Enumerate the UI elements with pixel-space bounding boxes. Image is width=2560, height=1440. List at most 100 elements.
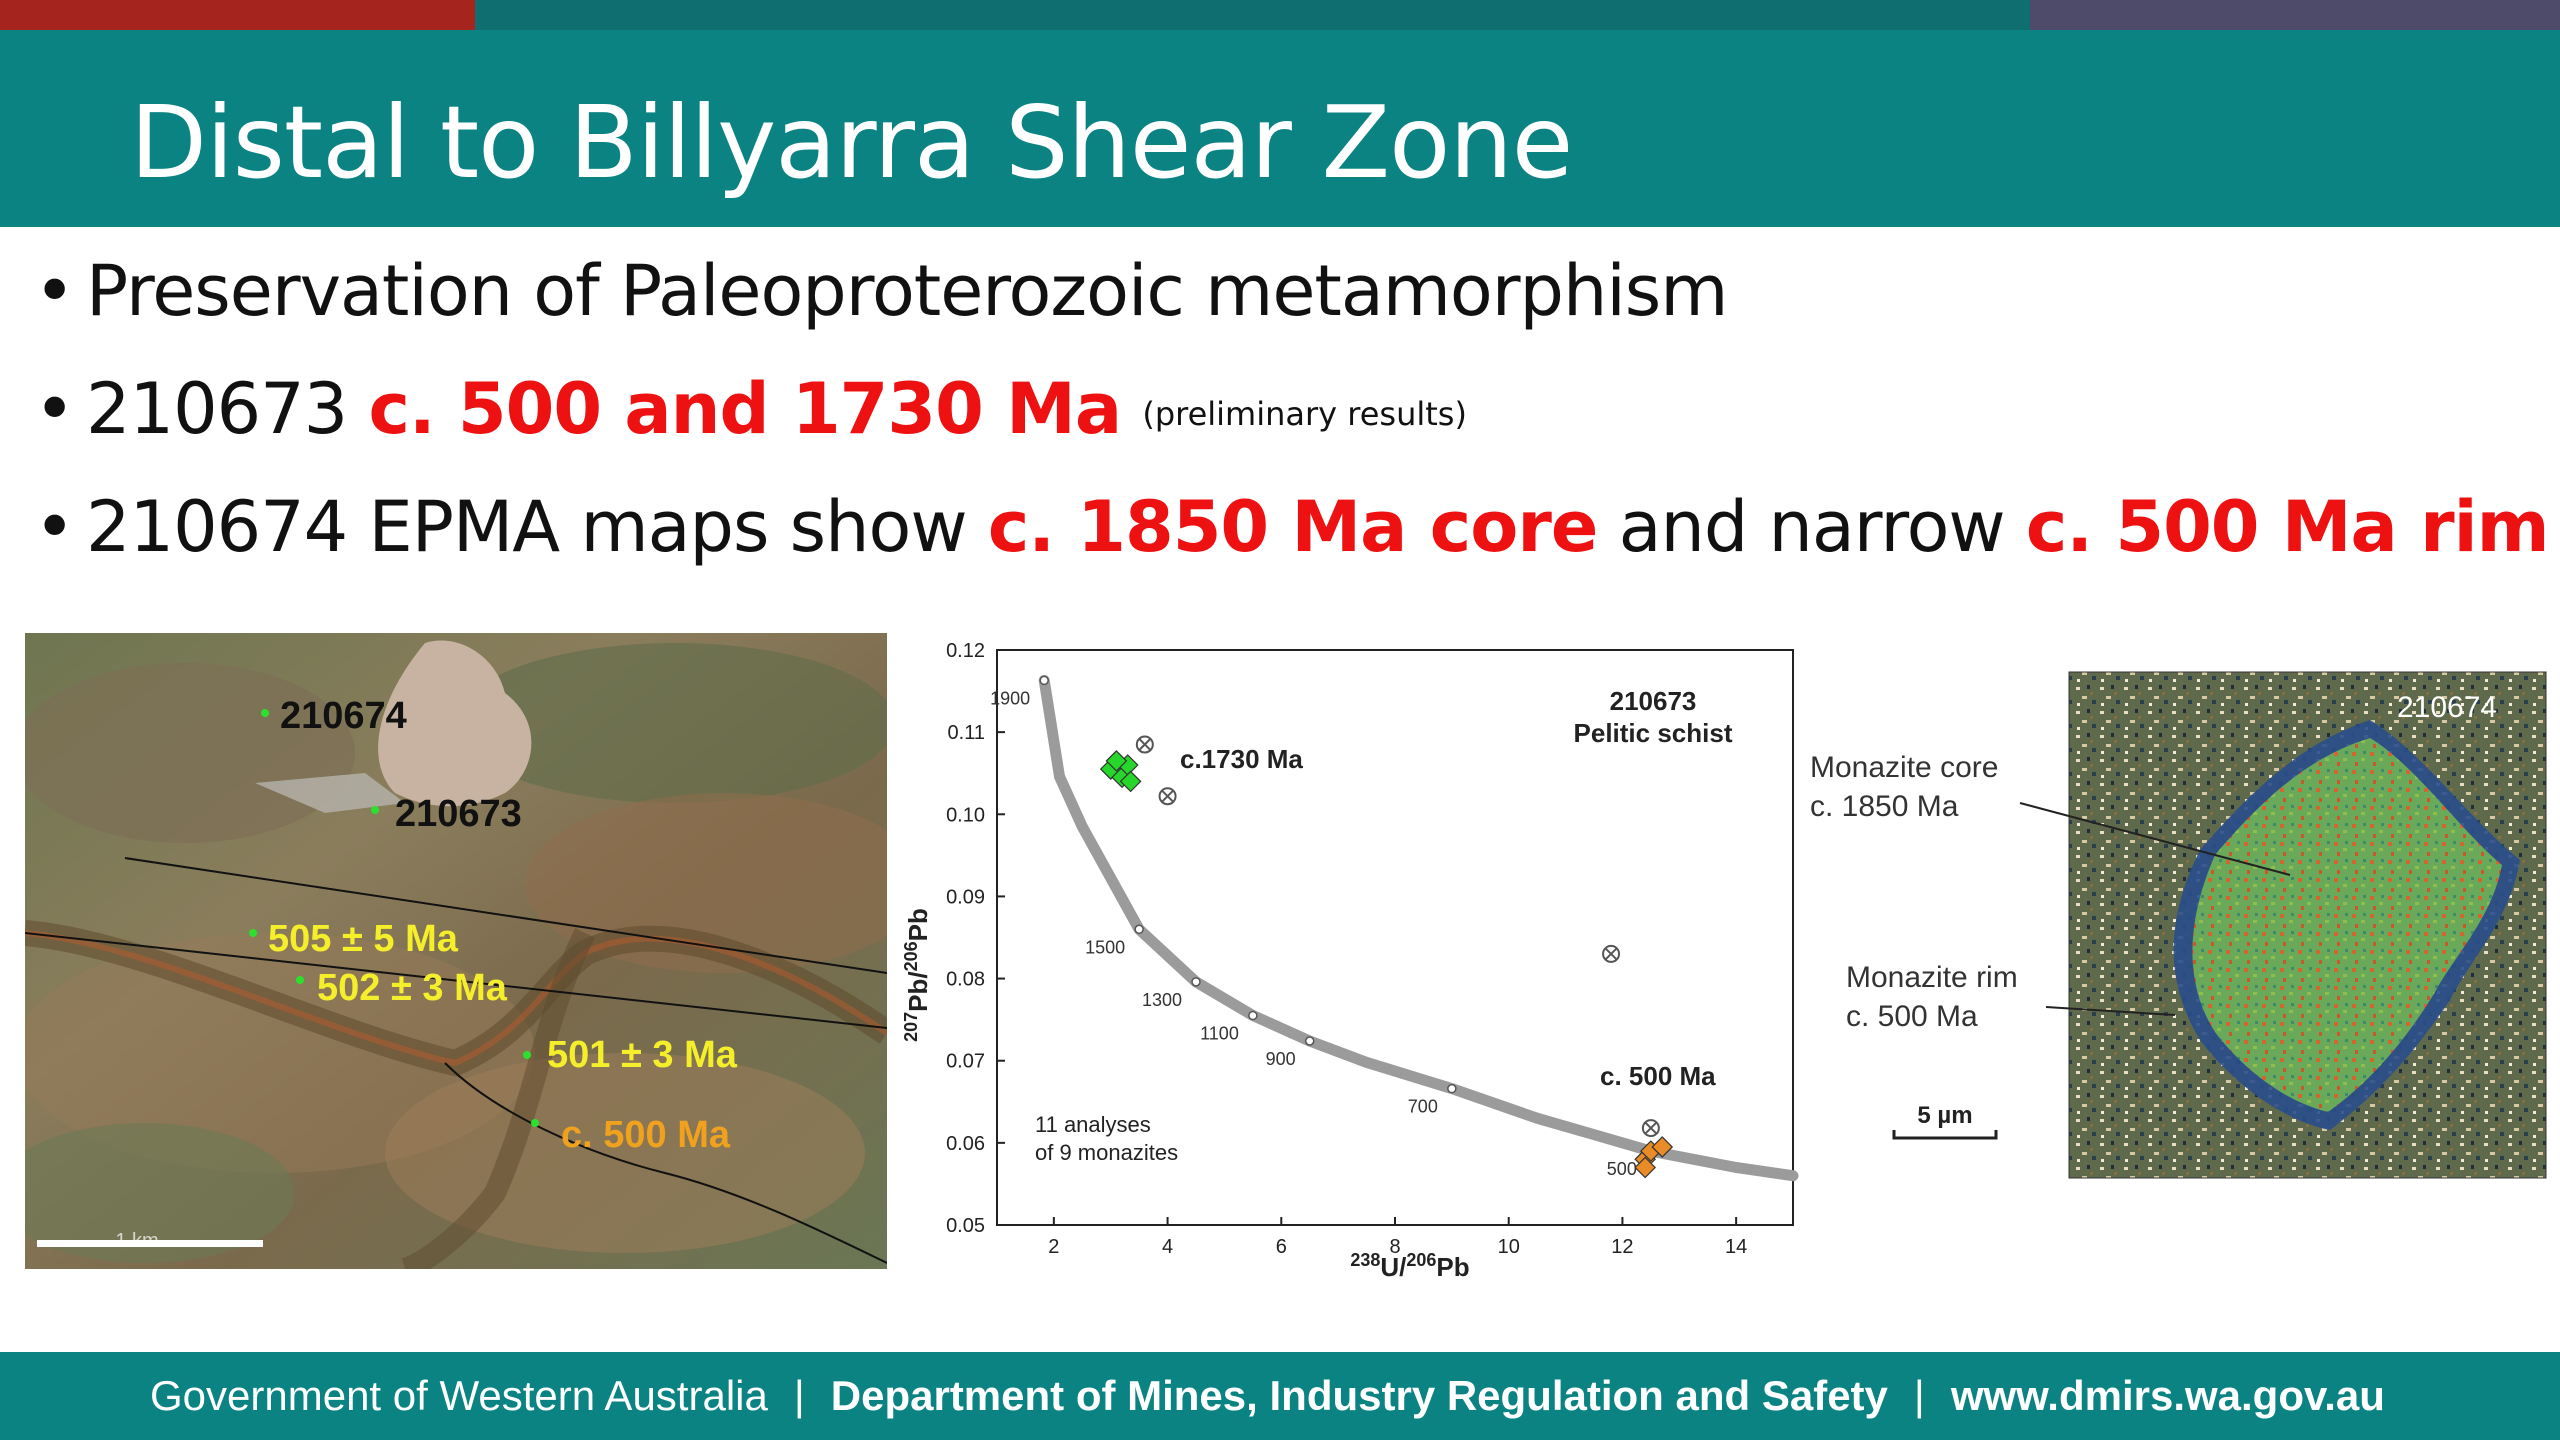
concordia-age-marker (1304, 1036, 1315, 1046)
x-axis: 2 4 6 8 10 12 14 (1048, 1217, 1747, 1258)
y-tick-label: 0.08 (946, 969, 985, 991)
accent-red (0, 0, 475, 30)
x-tick-label: 12 (1611, 1236, 1633, 1258)
monazite-core-zone (2192, 738, 2502, 1112)
map-label-210673: 210673 (395, 793, 522, 835)
plot-area (996, 649, 1794, 1226)
accent-purple (2030, 0, 2560, 30)
core-label-1: Monazite core (1810, 751, 1998, 784)
data-points (1099, 735, 1674, 1179)
concordia-curve (1038, 674, 1799, 1182)
map-scale-bar (37, 1240, 263, 1247)
accent-teal (475, 0, 2030, 30)
monazite-scale-bar (1892, 1130, 1998, 1140)
footer-text: Government of Western Australia | Departme… (150, 1352, 2385, 1440)
concordia-age-label: 1900 (990, 688, 1030, 708)
concordia-age-marker (1447, 1083, 1457, 1094)
y-tick-label: 0.12 (946, 640, 985, 662)
y-tick-label: 0.07 (946, 1051, 985, 1073)
x-tick-label: 4 (1162, 1236, 1173, 1258)
core-pointer (2019, 802, 2291, 876)
crossed-circle-cross (1138, 738, 1152, 751)
bullet-1-text: Preservation of Paleoproterozoic metamor… (86, 250, 1728, 332)
chart-svg: 0.05 0.06 0.07 0.08 0.09 0.10 0.11 0.12 2 4 6 8 10 1… (901, 640, 1799, 1282)
concordia-age-label: 1300 (1142, 990, 1182, 1010)
footer-separator: | (1913, 1372, 1925, 1419)
monazite-svg: 210674 Monazite core c. 1850 Ma Monazite… (1810, 671, 2547, 1179)
concordia-age-marker (1248, 1010, 1258, 1021)
crossed-circle-cross (1604, 947, 1618, 961)
bullet-3: • 210674 EPMA maps show c. 1850 Ma core a… (34, 468, 2550, 586)
concordia-age-label: 500 (1607, 1159, 1637, 1179)
concordia-age-label: 1100 (1200, 1024, 1239, 1044)
monazite-scale-label: 5 µm (1917, 1102, 1972, 1129)
footer-gov: Government of Western Australia (150, 1372, 768, 1419)
rim-pointer (2045, 1006, 2176, 1016)
rim-label-2: c. 500 Ma (1846, 1000, 1978, 1033)
bullet-3-middle: and narrow (1597, 486, 2026, 568)
bullet-3-prefix: 210674 EPMA maps show (86, 486, 988, 568)
map-scale-label: 1 km (115, 1230, 158, 1252)
monazite-sample-label: 210674 (2397, 691, 2497, 724)
chart-sample-id: 210673 (1610, 686, 1697, 716)
concordia-age-marker (1191, 977, 1201, 987)
diamond-point (1651, 1136, 1674, 1158)
monazite-panel: 210674 Monazite core c. 1850 Ma Monazite… (1810, 660, 2550, 1180)
bullet-1: • Preservation of Paleoproterozoic metamo… (34, 232, 2534, 350)
crossed-circle-cross (1644, 1121, 1658, 1135)
analyses-note-1: 11 analyses (1035, 1112, 1151, 1137)
bullet-3-highlight-core: c. 1850 Ma core (987, 486, 1598, 568)
concordia-age-label: 900 (1266, 1049, 1296, 1069)
map-age-502: 502 ± 3 Ma (317, 967, 508, 1009)
bullet-2-highlight: c. 500 and 1730 Ma (368, 368, 1122, 450)
footer-dept: Department of Mines, Industry Regulation… (830, 1372, 1888, 1419)
rim-label-1: Monazite rim (1846, 961, 2018, 994)
map-age-501: 501 ± 3 Ma (547, 1034, 738, 1076)
bullet-dot: • (34, 368, 75, 450)
bullet-2-prefix: 210673 (86, 368, 369, 450)
y-tick-label: 0.10 (946, 804, 985, 826)
y-tick-label: 0.11 (948, 722, 985, 744)
diamond-point (1119, 770, 1142, 793)
footer-bar: Government of Western Australia | Departme… (0, 1352, 2560, 1440)
concordia-age-marker (1134, 924, 1144, 935)
y-tick-label: 0.05 (946, 1215, 985, 1237)
concordia-age-label: 700 (1408, 1097, 1438, 1117)
bullet-dot: • (34, 250, 75, 332)
top-accent-bar (0, 0, 2560, 30)
x-tick-label: 10 (1498, 1236, 1520, 1258)
concordia-age-label: 1500 (1085, 937, 1125, 957)
group-label-500: c. 500 Ma (1600, 1061, 1716, 1091)
footer-web[interactable]: www.dmirs.wa.gov.au (1950, 1372, 2385, 1419)
y-tick-label: 0.09 (946, 886, 985, 908)
map-label-210674: 210674 (280, 695, 407, 737)
crossed-circle-cross (1161, 790, 1174, 803)
x-axis-label: 238U/206Pb (1350, 1250, 1469, 1282)
diamond-point (1634, 1156, 1657, 1179)
bullet-2: • 210673 c. 500 and 1730 Ma (preliminary … (34, 350, 2534, 468)
y-axis-label: 207Pb/206Pb (901, 908, 933, 1042)
chart-rock-type: Pelitic schist (1574, 718, 1733, 748)
map-age-500: c. 500 Ma (561, 1114, 731, 1156)
y-axis: 0.05 0.06 0.07 0.08 0.09 0.10 0.11 0.12 (946, 640, 1005, 1237)
x-tick-label: 2 (1048, 1236, 1059, 1258)
slide-header: Distal to Billyarra Shear Zone (0, 30, 2560, 227)
x-tick-label: 8 (1389, 1236, 1400, 1258)
x-tick-label: 6 (1276, 1236, 1287, 1258)
satellite-map: 210674 210673 505 ± 5 Ma 502 ± 3 Ma 501 … (0, 633, 925, 1280)
group-label-1730: c.1730 Ma (1180, 744, 1303, 774)
concordia-age-marker (1039, 675, 1049, 686)
bullet-dot: • (34, 486, 75, 568)
footer-separator: | (793, 1372, 805, 1419)
y-tick-label: 0.06 (946, 1133, 985, 1155)
diamond-point (1105, 750, 1128, 772)
map-age-505: 505 ± 5 Ma (268, 918, 459, 960)
satellite-image: 210674 210673 505 ± 5 Ma 502 ± 3 Ma 501 … (0, 633, 925, 1280)
bullet-2-note: (preliminary results) (1142, 394, 1467, 433)
bullet-3-highlight-rim: c. 500 Ma rim (2025, 486, 2550, 568)
bullet-list: • Preservation of Paleoproterozoic metamo… (34, 232, 2550, 586)
analyses-note-2: of 9 monazites (1035, 1140, 1178, 1165)
concordia-chart: 0.05 0.06 0.07 0.08 0.09 0.10 0.11 0.12 2 4 6 8 10 1… (895, 630, 1815, 1290)
slide-title: Distal to Billyarra Shear Zone (130, 84, 1573, 201)
core-label-2: c. 1850 Ma (1810, 790, 1959, 823)
